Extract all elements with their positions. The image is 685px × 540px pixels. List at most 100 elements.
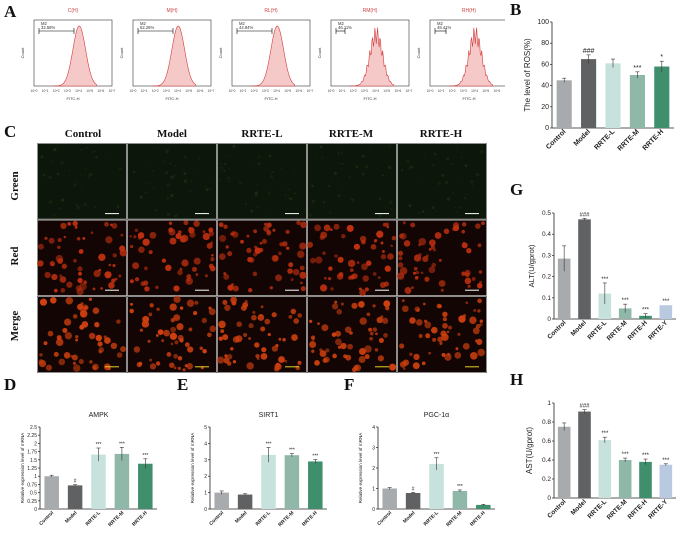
- flow-tick: 10^4: [174, 89, 181, 93]
- y-tick-label: 3: [372, 446, 375, 452]
- flow-tick: 10^4: [273, 89, 280, 93]
- x-tick-label: RRTE-L: [255, 510, 272, 527]
- flow-gate-label: M2: [140, 21, 146, 26]
- panel-letter-g: G: [510, 180, 524, 199]
- micro-image: [127, 295, 217, 373]
- y-tick-label: 100: [537, 19, 549, 26]
- chart-h-ast: AST(U/gprot)00.20.40.60.81Control###Mode…: [525, 400, 676, 521]
- significance-mark: ###: [583, 48, 595, 55]
- flow-tick: 10^0: [328, 89, 335, 93]
- flow-tick: 10^6: [493, 89, 500, 93]
- y-tick-label: 0.25: [27, 499, 37, 505]
- y-tick-label: 60: [541, 61, 549, 68]
- flow-tick: 10^3: [460, 89, 467, 93]
- flow-histogram: RM(H) Count FITC-H 10^0 10^1 10^2 10^3 10^4 10^5…: [317, 8, 413, 101]
- bar: [654, 66, 670, 128]
- flow-xlabel: FITC-H: [165, 96, 178, 101]
- micro-image: [307, 143, 397, 220]
- significance-mark: ***: [662, 299, 670, 305]
- bar: [44, 476, 59, 509]
- x-tick-label: RRTE-L: [85, 510, 102, 527]
- micro-col-control: Control: [64, 128, 102, 140]
- bar: [659, 305, 673, 319]
- flow-ylabel: Count: [317, 47, 322, 59]
- flow-tick: 10^7: [208, 89, 215, 93]
- flow-cytometry-panel: C(H) Count FITC-H 10^0 10^1 10^2 10^3 10^4 10^5 1…: [20, 8, 505, 101]
- significance-mark: ###: [579, 404, 590, 410]
- x-tick-label: RRTE-L: [423, 510, 440, 527]
- micro-image: [217, 143, 307, 220]
- bar: [659, 464, 673, 498]
- y-tick-label: 0.6: [542, 438, 551, 445]
- y-axis-label: Relative expression level of mRNA: [190, 432, 195, 504]
- significance-mark: ***: [119, 441, 125, 447]
- bar: [261, 454, 276, 509]
- flow-gate-label: M2: [437, 21, 443, 26]
- micro-col-rrte-m: RRTE-M: [328, 128, 374, 140]
- x-tick-label: RRTE-M: [617, 128, 641, 152]
- y-tick-label: 1.75: [27, 450, 37, 456]
- flow-peak: [152, 25, 196, 87]
- y-tick-label: 0: [547, 495, 551, 502]
- significance-mark: #: [74, 479, 77, 485]
- micro-image: [127, 143, 217, 220]
- bar: [598, 293, 612, 319]
- micro-col-model: Model: [157, 128, 187, 140]
- flow-tick: 10^1: [438, 89, 445, 93]
- flow-tick: 10^0: [427, 89, 434, 93]
- significance-mark: ***: [601, 277, 609, 283]
- flow-tick: 10^3: [361, 89, 368, 93]
- flow-gate-pct: 44.94%: [239, 25, 253, 30]
- bar: [618, 308, 632, 319]
- y-tick-label: 2: [204, 474, 207, 480]
- flow-tick: 10^5: [383, 89, 390, 93]
- y-tick-label: 40: [541, 83, 549, 90]
- significance-mark: ***: [662, 458, 670, 464]
- flow-peak: [251, 25, 295, 87]
- flow-tick: 10^5: [86, 89, 93, 93]
- bar: [214, 492, 229, 509]
- flow-histogram: RH(H) Count FITC-H 10^0 10^1 10^2 10^3 10^4 10^5…: [416, 8, 505, 101]
- flow-title: RH(H): [462, 8, 476, 14]
- flow-tick: 10^5: [185, 89, 192, 93]
- y-tick-label: 0.2: [542, 274, 551, 281]
- x-tick-label: RRTE-M: [277, 510, 295, 528]
- y-tick-label: 0: [372, 507, 375, 513]
- flow-tick: 10^2: [251, 89, 258, 93]
- flow-tick: 10^3: [262, 89, 269, 93]
- flow-tick: 10^6: [196, 89, 203, 93]
- flow-tick: 10^5: [482, 89, 489, 93]
- chart-title: SIRT1: [259, 412, 279, 419]
- micro-image: [396, 219, 487, 296]
- chart-d-ampk: AMPK Relative expression level of mRNA 0 0.…: [20, 412, 157, 528]
- x-tick-label: Model: [573, 128, 592, 147]
- y-tick-label: 0.4: [542, 231, 551, 238]
- chart-title: AMPK: [89, 412, 109, 419]
- significance-mark: ***: [457, 484, 463, 490]
- micro-col-rrte-h: RRTE-H: [419, 128, 463, 140]
- x-tick-label: Control: [38, 510, 55, 527]
- y-tick-label: 2.5: [30, 425, 37, 431]
- micro-row-green: Green: [9, 171, 21, 201]
- x-tick-label: RRTE-H: [469, 510, 487, 528]
- bar: [429, 463, 444, 509]
- bar: [382, 488, 397, 509]
- bar: [114, 453, 130, 509]
- y-tick-label: 1: [204, 491, 207, 497]
- flow-tick: 10^1: [240, 89, 247, 93]
- y-tick-label: 4: [204, 441, 207, 447]
- flow-tick: 10^4: [75, 89, 82, 93]
- flow-tick: 10^2: [152, 89, 159, 93]
- y-tick-label: 1.5: [30, 458, 37, 464]
- micro-image: [306, 219, 397, 296]
- significance-mark: ***: [633, 65, 641, 72]
- y-tick-label: 0.1: [542, 295, 551, 302]
- y-tick-label: 0: [34, 507, 37, 513]
- flow-xlabel: FITC-H: [363, 96, 376, 101]
- bar: [578, 411, 591, 498]
- flow-ylabel: Count: [119, 47, 124, 59]
- y-tick-label: 1: [372, 487, 375, 493]
- micro-image: [397, 143, 487, 220]
- x-tick-label: RRTE-M: [606, 319, 629, 342]
- panel-letter-h: H: [510, 370, 524, 389]
